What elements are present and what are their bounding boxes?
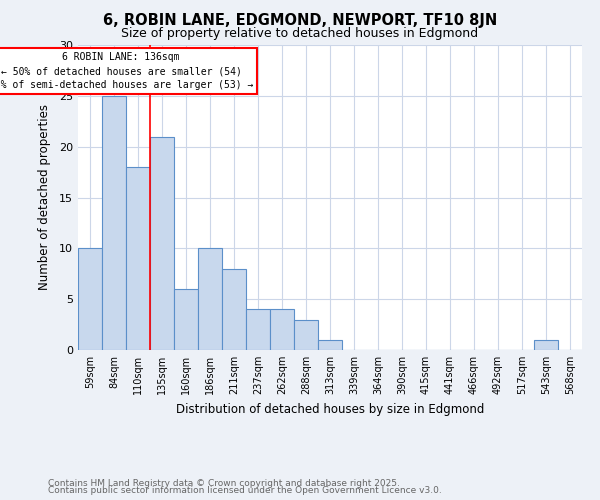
- Bar: [198, 248, 222, 350]
- Text: Contains HM Land Registry data © Crown copyright and database right 2025.: Contains HM Land Registry data © Crown c…: [48, 478, 400, 488]
- Text: Size of property relative to detached houses in Edgmond: Size of property relative to detached ho…: [121, 28, 479, 40]
- Bar: [294, 320, 318, 350]
- Text: Contains public sector information licensed under the Open Government Licence v3: Contains public sector information licen…: [48, 486, 442, 495]
- X-axis label: Distribution of detached houses by size in Edgmond: Distribution of detached houses by size …: [176, 402, 484, 415]
- Bar: [174, 289, 198, 350]
- Text: 6 ROBIN LANE: 136sqm
← 50% of detached houses are smaller (54)
50% of semi-detac: 6 ROBIN LANE: 136sqm ← 50% of detached h…: [0, 52, 253, 90]
- Bar: [534, 340, 558, 350]
- Bar: [246, 310, 270, 350]
- Bar: [102, 96, 126, 350]
- Bar: [270, 310, 294, 350]
- Y-axis label: Number of detached properties: Number of detached properties: [38, 104, 50, 290]
- Bar: [222, 268, 246, 350]
- Bar: [150, 136, 174, 350]
- Bar: [126, 167, 150, 350]
- Text: 6, ROBIN LANE, EDGMOND, NEWPORT, TF10 8JN: 6, ROBIN LANE, EDGMOND, NEWPORT, TF10 8J…: [103, 12, 497, 28]
- Bar: [318, 340, 342, 350]
- Bar: [78, 248, 102, 350]
